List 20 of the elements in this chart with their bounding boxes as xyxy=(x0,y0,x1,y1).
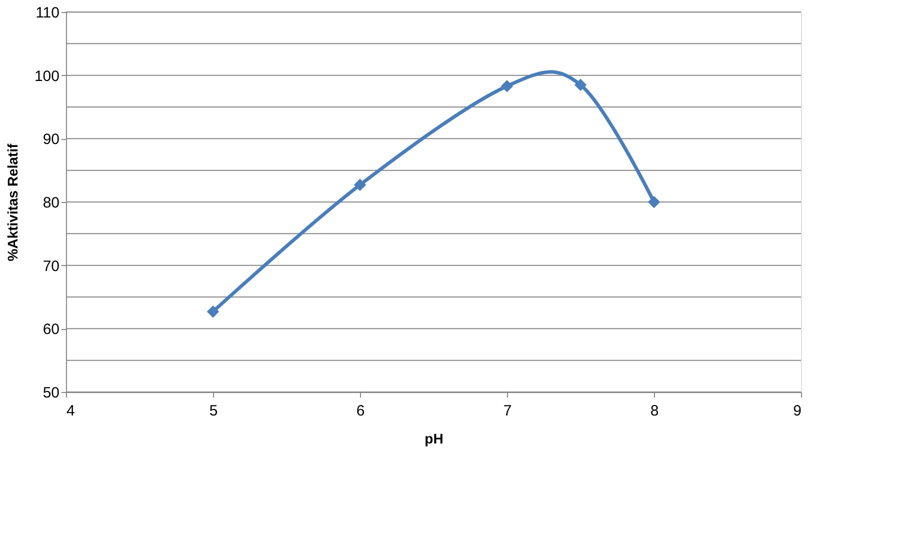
x-tick-label: 5 xyxy=(209,402,218,420)
point xyxy=(500,80,514,92)
y-tick-label: 60 xyxy=(42,321,60,338)
point xyxy=(648,196,660,208)
y-tick-label: 100 xyxy=(34,68,60,85)
x-axis-title: pH xyxy=(424,430,444,446)
x-tick-label: 7 xyxy=(503,402,512,420)
y-tick-label: 110 xyxy=(36,4,60,22)
x-tick-label: 6 xyxy=(356,402,365,420)
y-tick-label: 70 xyxy=(42,258,60,275)
y-tick-label: 90 xyxy=(42,131,60,148)
x-tick-label: 8 xyxy=(650,402,659,420)
y-axis-title: %Aktivitas Relatif xyxy=(4,143,20,262)
y-tick-label: 80 xyxy=(42,194,60,212)
y-tick-label: 50 xyxy=(42,384,60,402)
point xyxy=(574,78,587,91)
point xyxy=(354,178,366,192)
point xyxy=(206,305,220,318)
x-tick-label: 4 xyxy=(66,402,75,420)
x-tick-label: 9 xyxy=(793,402,802,420)
